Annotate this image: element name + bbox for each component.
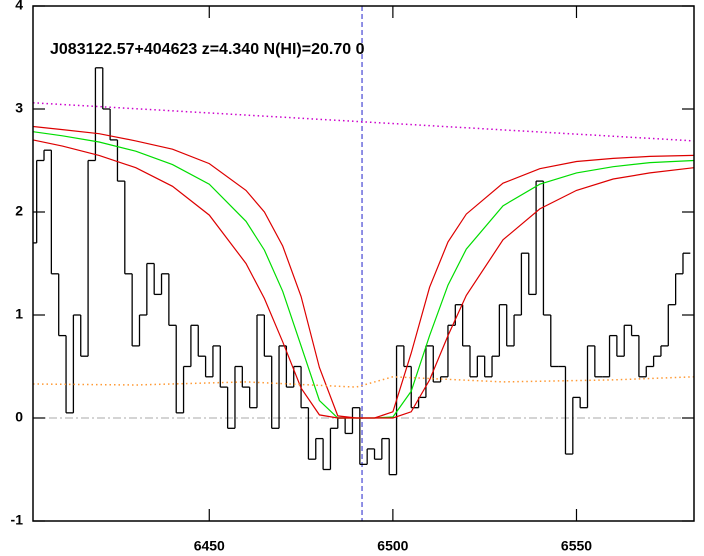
y-tick-label: 2	[15, 203, 23, 219]
y-tick-label: -1	[11, 512, 24, 528]
x-tick-label: 6450	[194, 538, 225, 554]
plot-frame	[32, 5, 695, 522]
y-tick-label: 4	[15, 0, 23, 13]
y-tick-label: 1	[15, 306, 23, 322]
x-tick-label: 6500	[377, 538, 408, 554]
model-curve	[32, 139, 695, 419]
y-tick-label: 0	[15, 409, 23, 425]
chart-title: J083122.57+404623 z=4.340 N(HI)=20.70 0	[50, 41, 365, 58]
x-tick-label: 6550	[561, 538, 592, 554]
y-tick-label: 3	[15, 100, 23, 116]
dotted-curve	[32, 376, 695, 388]
